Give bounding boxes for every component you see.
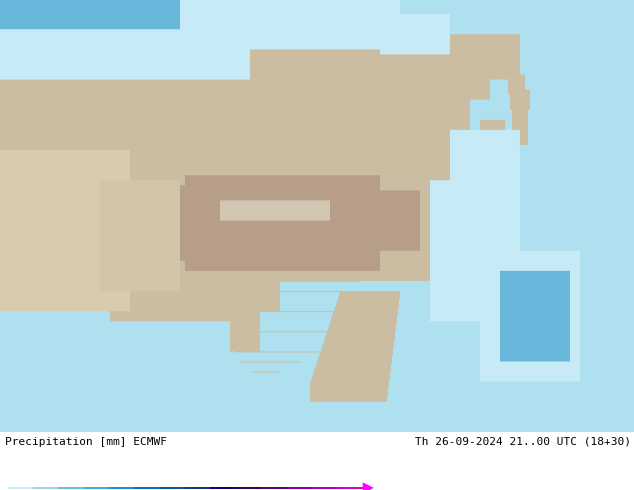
Bar (312, 487, 337, 489)
Bar (337, 487, 363, 489)
Bar (33, 487, 58, 489)
Bar (236, 487, 261, 489)
Text: Precipitation [mm] ECMWF: Precipitation [mm] ECMWF (5, 437, 167, 447)
Bar (261, 487, 287, 489)
Bar (210, 487, 236, 489)
Bar (58, 487, 84, 489)
Bar (287, 487, 312, 489)
Bar (160, 487, 185, 489)
Bar (84, 487, 109, 489)
Bar (185, 487, 210, 489)
Bar (109, 487, 134, 489)
Bar (8, 487, 33, 489)
Bar (134, 487, 160, 489)
Text: Th 26-09-2024 21..00 UTC (18+30): Th 26-09-2024 21..00 UTC (18+30) (415, 437, 631, 447)
